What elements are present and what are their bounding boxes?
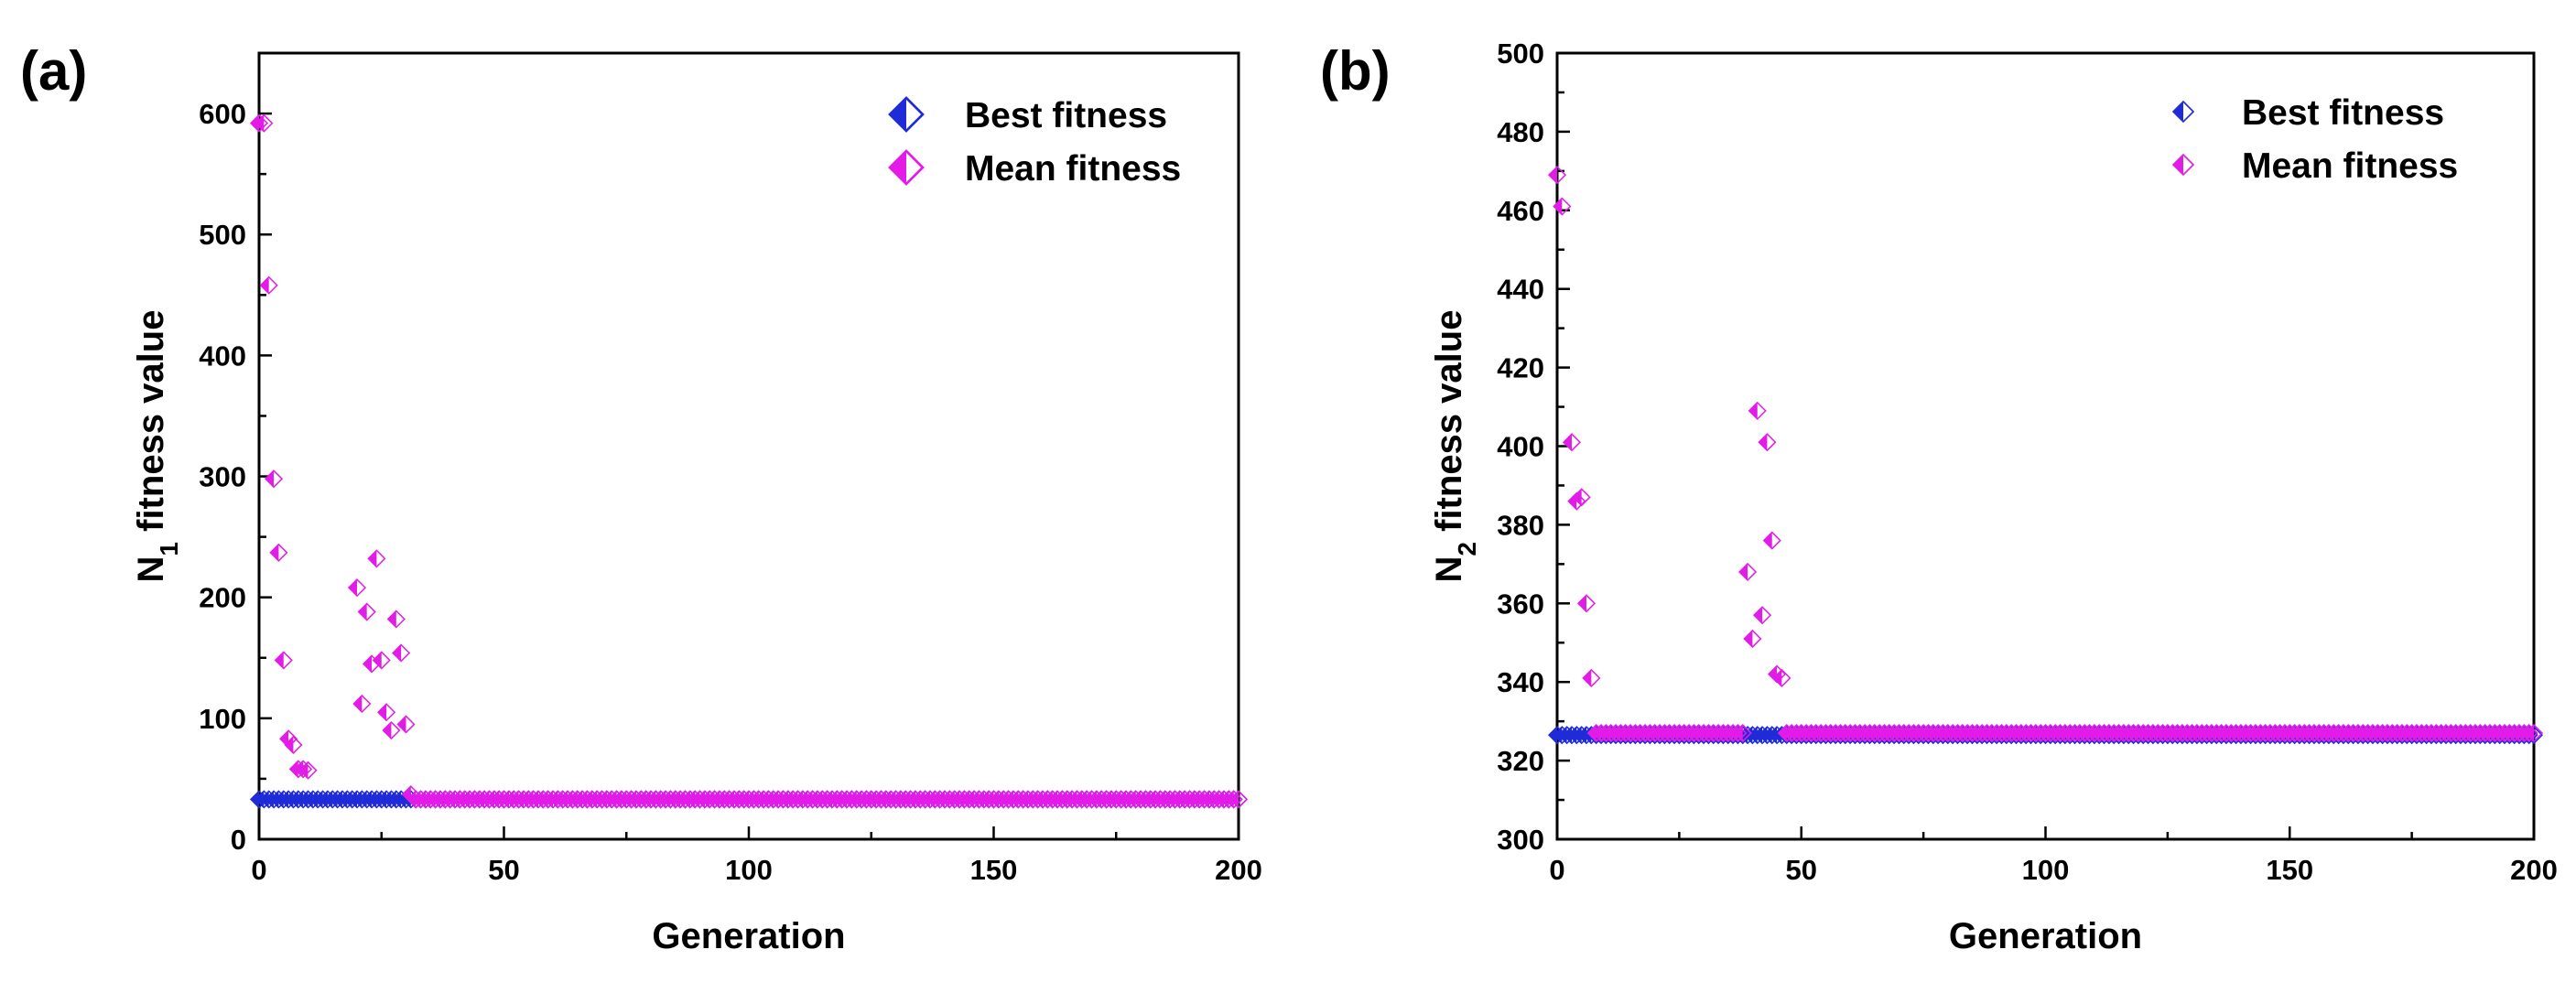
y-tick-label: 460 bbox=[1497, 195, 1544, 227]
mean-fitness-point bbox=[392, 643, 411, 663]
mean-fitness-point bbox=[1572, 488, 1591, 507]
y-axis-title: N2 fitness value bbox=[1429, 310, 1481, 583]
mean-fitness-point bbox=[372, 651, 391, 670]
x-tick-label: 0 bbox=[251, 854, 266, 886]
x-tick-label: 200 bbox=[2510, 854, 2558, 886]
mean-fitness-point bbox=[269, 543, 288, 562]
y-tick-label: 440 bbox=[1497, 274, 1544, 306]
mean-fitness-point bbox=[1228, 790, 1249, 809]
mean-fitness-point bbox=[294, 760, 313, 779]
mean-fitness-point bbox=[259, 275, 278, 295]
legend-label-best: Best fitness bbox=[965, 96, 1167, 135]
panel-label: (b) bbox=[1320, 40, 1391, 102]
mean-fitness-point bbox=[1743, 629, 1762, 649]
y-tick-label: 340 bbox=[1497, 666, 1544, 698]
mean-fitness-point bbox=[1576, 594, 1596, 613]
mean-fitness-point bbox=[377, 703, 396, 722]
chart-panel-a: (a) 0 50 100 150 200 0 100 200 300 400 500 600 Genera… bbox=[20, 40, 1262, 956]
mean-fitness-point bbox=[1753, 606, 1772, 625]
mean-fitness-point bbox=[1547, 166, 1567, 185]
y-tick-label: 200 bbox=[199, 582, 246, 614]
y-tick-label: 400 bbox=[1497, 431, 1544, 463]
y-tick-label: 500 bbox=[1497, 38, 1544, 70]
mean-fitness-point bbox=[357, 602, 376, 621]
legend-marker-best bbox=[2171, 100, 2195, 124]
legend-marker-mean bbox=[888, 149, 925, 186]
y-tick-label: 320 bbox=[1497, 745, 1544, 777]
y-tick-label: 360 bbox=[1497, 588, 1544, 620]
mean-fitness-point bbox=[264, 469, 284, 489]
mean-fitness-point bbox=[1748, 401, 1767, 420]
mean-fitness-point bbox=[367, 549, 386, 568]
y-axis-title: N1 fitness value bbox=[131, 310, 183, 583]
x-tick-label: 100 bbox=[725, 854, 773, 886]
x-axis-title: Generation bbox=[652, 916, 845, 956]
mean-fitness-point bbox=[284, 735, 303, 754]
series-mean-fitness bbox=[249, 113, 1249, 809]
mean-fitness-point bbox=[1733, 723, 1752, 743]
y-tick-label: 480 bbox=[1497, 116, 1544, 148]
x-tick-label: 100 bbox=[2022, 854, 2070, 886]
x-tick-label: 0 bbox=[1549, 854, 1564, 886]
legend-marker-best bbox=[888, 96, 925, 133]
x-tick-label: 200 bbox=[1215, 854, 1262, 886]
legend-marker-mean bbox=[2171, 153, 2195, 177]
y-tick-label: 380 bbox=[1497, 509, 1544, 541]
y-tick-label: 400 bbox=[199, 340, 246, 372]
x-tick-label: 50 bbox=[488, 854, 519, 886]
legend-label-mean: Mean fitness bbox=[2242, 146, 2458, 186]
legend-label-mean: Mean fitness bbox=[965, 149, 1181, 189]
mean-fitness-point bbox=[396, 715, 416, 734]
mean-fitness-point bbox=[274, 651, 293, 670]
y-tick-label: 300 bbox=[1497, 824, 1544, 856]
mean-fitness-point bbox=[2524, 723, 2544, 743]
y-tick-label: 0 bbox=[231, 824, 246, 856]
mean-fitness-point bbox=[1591, 723, 1611, 743]
mean-fitness-point bbox=[401, 785, 420, 804]
mean-fitness-point bbox=[382, 721, 401, 740]
mean-fitness-point bbox=[1582, 668, 1601, 687]
y-tick-label: 420 bbox=[1497, 352, 1544, 384]
y-tick-label: 300 bbox=[199, 461, 246, 493]
y-tick-label: 500 bbox=[199, 219, 246, 251]
mean-fitness-point bbox=[1762, 531, 1781, 550]
mean-fitness-point bbox=[1562, 433, 1582, 452]
legend: Best fitness Mean fitness bbox=[2171, 93, 2458, 186]
x-axis-title: Generation bbox=[1949, 916, 2142, 956]
series-mean-fitness bbox=[1547, 166, 2544, 743]
x-tick-label: 50 bbox=[1786, 854, 1817, 886]
panel-label: (a) bbox=[20, 40, 87, 102]
mean-fitness-point bbox=[298, 761, 318, 780]
mean-fitness-point bbox=[1758, 433, 1777, 452]
mean-fitness-point bbox=[1738, 562, 1758, 582]
legend-label-best: Best fitness bbox=[2242, 93, 2444, 133]
x-tick-label: 150 bbox=[970, 854, 1018, 886]
mean-fitness-point bbox=[254, 113, 274, 133]
y-tick-label: 600 bbox=[199, 98, 246, 130]
mean-fitness-point bbox=[386, 610, 406, 629]
mean-fitness-point bbox=[352, 694, 372, 714]
x-tick-label: 150 bbox=[2266, 854, 2313, 886]
chart-panel-b: (b) 0 50 100 150 200 300 320 340 360 380 400 420 440 4… bbox=[1320, 38, 2558, 956]
y-tick-label: 100 bbox=[199, 703, 246, 735]
mean-fitness-point bbox=[1772, 668, 1791, 687]
mean-fitness-point bbox=[347, 578, 367, 598]
legend: Best fitness Mean fitness bbox=[888, 96, 1181, 189]
mean-fitness-point bbox=[1553, 197, 1572, 216]
